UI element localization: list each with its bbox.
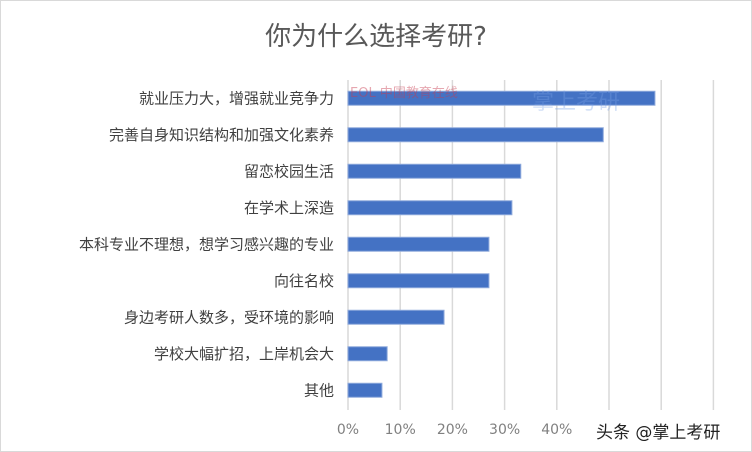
chart-title: 你为什么选择考研?: [265, 22, 487, 52]
bar: [347, 90, 656, 106]
bar: [347, 382, 383, 398]
x-tick-label: 0%: [337, 422, 359, 438]
bar: [347, 127, 604, 143]
category-label: 学校大幅扩招，上岸机会大: [154, 345, 334, 363]
category-label: 留恋校园生活: [244, 162, 334, 180]
bar: [347, 309, 445, 325]
bar: [347, 200, 513, 216]
x-tick-label: 40%: [541, 422, 572, 438]
bar: [347, 236, 490, 252]
zhangshang-logo-watermark: 掌上考研: [532, 90, 621, 115]
x-tick-label: 10%: [385, 422, 416, 438]
category-label: 完善自身知识结构和加强文化素养: [109, 126, 334, 144]
bar: [347, 346, 388, 362]
category-label: 身边考研人数多，受环境的影响: [124, 308, 334, 326]
x-tick-label: 30%: [489, 422, 520, 438]
category-label: 本科专业不理想，想学习感兴趣的专业: [79, 235, 334, 253]
category-label: 在学术上深造: [244, 199, 334, 217]
bar: [347, 273, 490, 289]
eol-logo-watermark: EOL 中国教育在线: [350, 86, 458, 101]
x-tick-label: 20%: [437, 422, 468, 438]
source-watermark: 头条 @掌上考研: [596, 423, 721, 443]
category-label: 就业压力大，增强就业竞争力: [139, 89, 334, 107]
category-label: 其他: [304, 381, 334, 399]
bar: [347, 163, 522, 179]
category-label: 向往名校: [274, 272, 334, 290]
